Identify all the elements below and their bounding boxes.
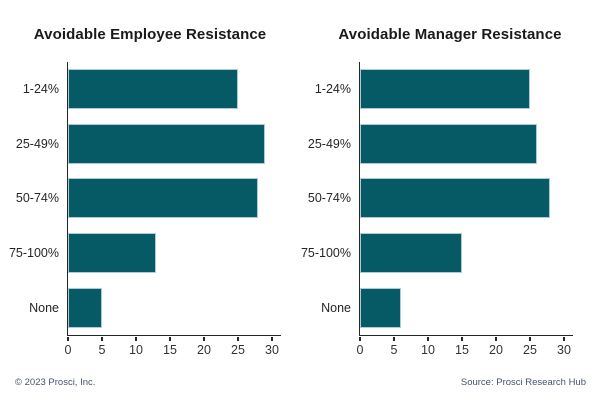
x-tick-label: 5	[390, 342, 398, 357]
x-tick-label: 5	[98, 342, 106, 357]
bar-row: 25-49%	[308, 117, 573, 172]
tick-mark	[237, 336, 239, 341]
x-tick-label: 30	[265, 342, 279, 357]
bar	[360, 123, 537, 164]
y-axis-label: None	[321, 300, 351, 315]
x-tick-label: 10	[421, 342, 435, 357]
bar	[360, 69, 530, 110]
x-tick-label: 0	[64, 342, 72, 357]
x-tick-label: 15	[455, 342, 469, 357]
source-text: Source: Prosci Research Hub	[460, 377, 586, 388]
chart-title-manager: Avoidable Manager Resistance	[338, 26, 562, 43]
tick-mark	[461, 336, 463, 341]
bar-row: 75-100%	[9, 226, 281, 281]
tick-mark	[359, 336, 361, 341]
tick-mark	[495, 336, 497, 341]
bar	[360, 178, 551, 219]
y-axis-label: 1-24%	[22, 82, 59, 97]
y-axis-label: 50-74%	[15, 191, 59, 206]
chart-employee-resistance: Avoidable Employee Resistance 1-24% 25-49…	[0, 0, 300, 370]
bar	[68, 123, 266, 164]
tick-mark	[427, 336, 429, 341]
tick-mark	[563, 336, 565, 341]
bars-employee: 1-24% 25-49% 50-74% 75-100% None	[9, 62, 281, 335]
bar-row: 50-74%	[308, 171, 573, 226]
y-axis-label: None	[29, 300, 59, 315]
x-tick-label: 20	[489, 342, 503, 357]
tick-mark	[203, 336, 205, 341]
chart-manager-resistance: Avoidable Manager Resistance 1-24% 25-49%…	[300, 0, 600, 370]
y-axis-label: 75-100%	[300, 246, 351, 261]
chart-title-employee: Avoidable Employee Resistance	[33, 26, 267, 43]
tick-mark	[67, 336, 69, 341]
x-axis-employee: 0 5 10 15 20 25 30	[65, 336, 281, 361]
bar	[360, 287, 401, 328]
bar-row: 50-74%	[16, 171, 281, 226]
plot-area-manager: 1-24% 25-49% 50-74% 75-100% None 0 5 10 15 20 25 3…	[301, 62, 573, 357]
plot-area-employee: 1-24% 25-49% 50-74% 75-100% None 0 5 10 15 20 25 3…	[9, 62, 281, 357]
bar-row: 1-24%	[315, 62, 573, 117]
x-tick-label: 20	[197, 342, 211, 357]
bar-row: 75-100%	[301, 226, 573, 281]
tick-mark	[169, 336, 171, 341]
bar-row: 1-24%	[23, 62, 281, 117]
x-tick-label: 0	[356, 342, 364, 357]
bar	[68, 287, 102, 328]
x-tick-label: 10	[129, 342, 143, 357]
tick-mark	[529, 336, 531, 341]
x-tick-label: 30	[557, 342, 571, 357]
tick-mark	[101, 336, 103, 341]
bar-row: None	[29, 280, 281, 335]
tick-mark	[135, 336, 137, 341]
y-axis-label: 75-100%	[8, 246, 59, 261]
y-axis-label: 25-49%	[15, 136, 59, 151]
y-axis-label: 1-24%	[314, 82, 351, 97]
bar-row: None	[321, 280, 573, 335]
y-axis-label: 50-74%	[307, 191, 351, 206]
x-tick-label: 15	[163, 342, 177, 357]
copyright-text: © 2023 Prosci, Inc.	[15, 377, 96, 388]
y-axis-label: 25-49%	[307, 136, 351, 151]
x-tick-label: 25	[231, 342, 245, 357]
bar	[360, 233, 462, 274]
x-axis-manager: 0 5 10 15 20 25 30	[357, 336, 573, 361]
bar-row: 25-49%	[16, 117, 281, 172]
bar	[68, 178, 259, 219]
tick-mark	[271, 336, 273, 341]
bar	[68, 69, 238, 110]
x-tick-label: 25	[523, 342, 537, 357]
bar	[68, 233, 157, 274]
tick-mark	[393, 336, 395, 341]
bars-manager: 1-24% 25-49% 50-74% 75-100% None	[301, 62, 573, 335]
